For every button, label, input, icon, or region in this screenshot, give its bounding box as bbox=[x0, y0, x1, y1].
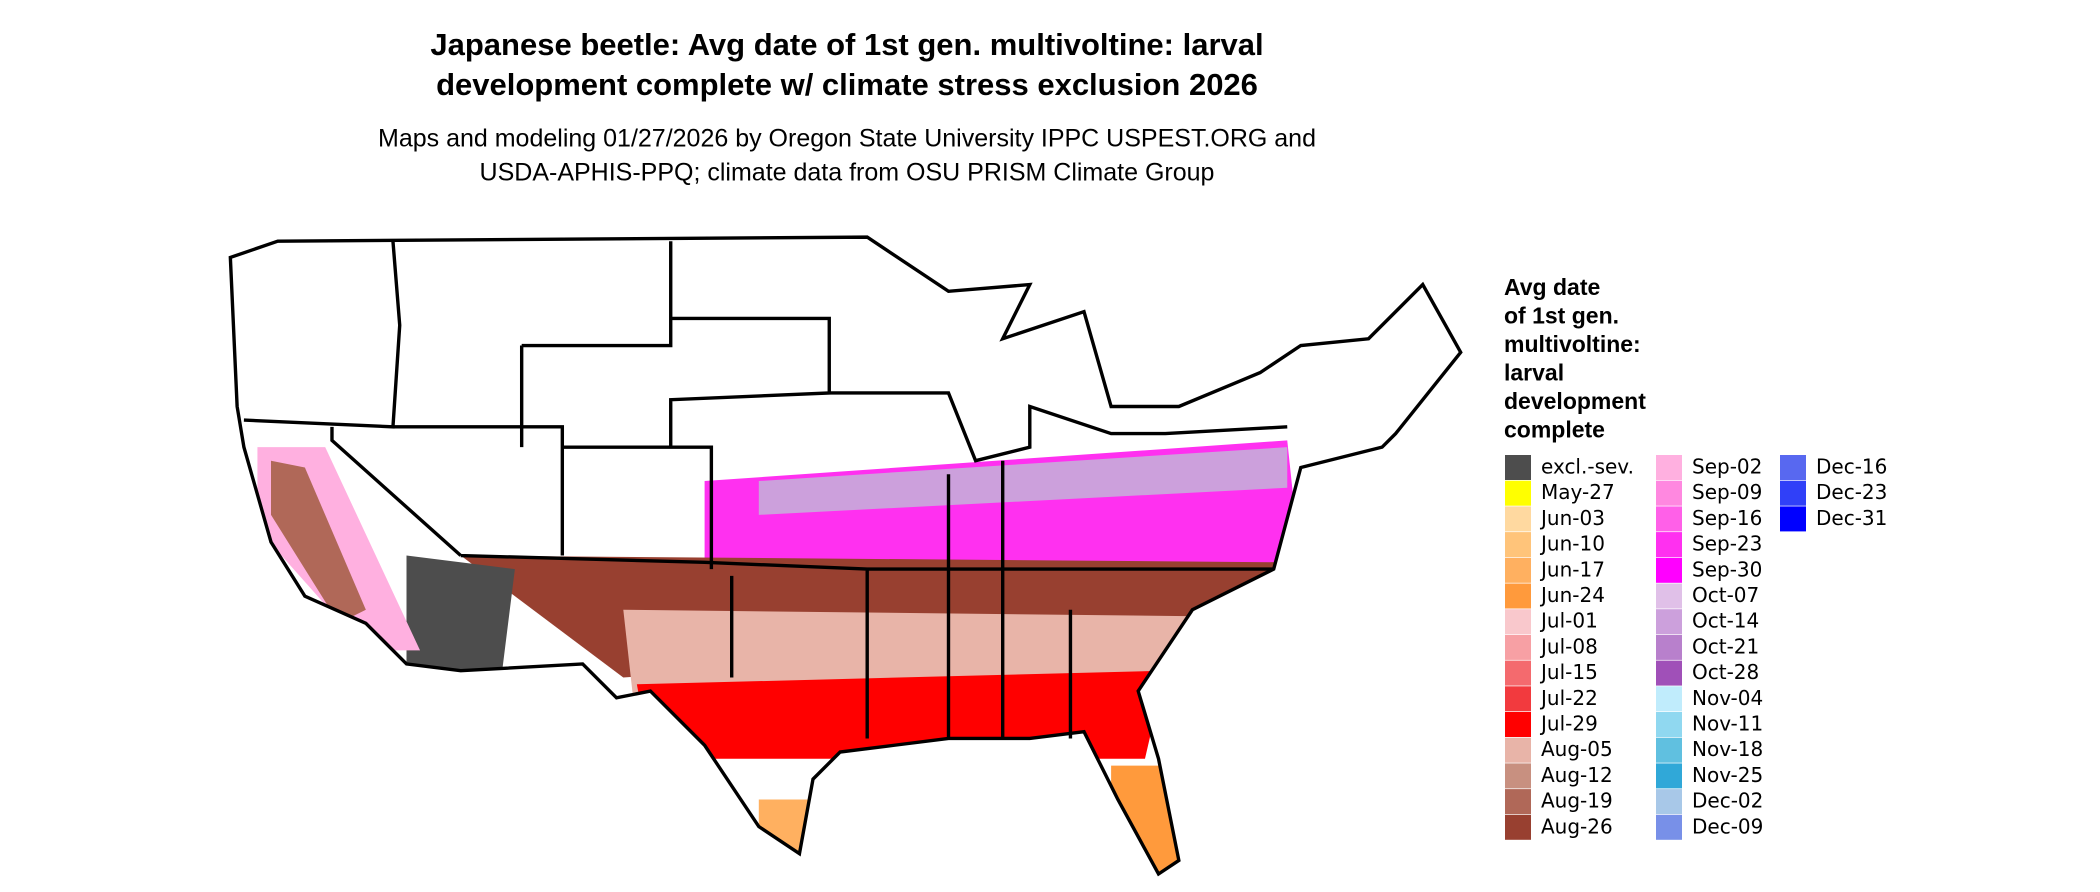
legend-swatch bbox=[1505, 583, 1531, 609]
legend-swatch bbox=[1656, 634, 1682, 660]
legend-swatch bbox=[1780, 506, 1806, 532]
legend-label: Jun-17 bbox=[1539, 557, 1605, 581]
legend-label: Jul-15 bbox=[1539, 660, 1598, 684]
legend-swatch bbox=[1656, 763, 1682, 789]
legend-label: Jun-03 bbox=[1539, 506, 1605, 530]
legend-swatch bbox=[1505, 634, 1531, 660]
legend: Avg date of 1st gen.multivoltine: larvalde… bbox=[1504, 274, 1887, 840]
legend-label: Dec-09 bbox=[1692, 814, 1763, 838]
legend-swatch bbox=[1656, 686, 1682, 712]
legend-label: Dec-23 bbox=[1816, 480, 1887, 504]
legend-swatch bbox=[1505, 455, 1531, 480]
legend-swatch bbox=[1656, 557, 1682, 583]
legend-label: excl.-sev. bbox=[1541, 455, 1634, 479]
legend-swatch bbox=[1656, 660, 1682, 686]
date-zones bbox=[230, 237, 1461, 874]
legend-swatch bbox=[1656, 737, 1682, 763]
subtitle-line: USDA-APHIS-PPQ; climate data from OSU PR… bbox=[480, 159, 1215, 187]
state-borders bbox=[228, 235, 1463, 877]
legend-swatch bbox=[1505, 686, 1531, 712]
legend-swatch bbox=[1505, 763, 1531, 789]
legend-swatch bbox=[1656, 480, 1682, 506]
legend-label: Sep-16 bbox=[1692, 506, 1762, 530]
legend-swatch bbox=[1505, 737, 1531, 763]
legend-label: Jul-01 bbox=[1539, 609, 1598, 633]
legend-swatch bbox=[1505, 609, 1531, 635]
legend-title-line: of 1st gen. bbox=[1504, 303, 1619, 329]
legend-swatch bbox=[1505, 506, 1531, 532]
legend-swatch bbox=[1505, 660, 1531, 686]
legend-swatch bbox=[1505, 814, 1531, 840]
legend-label: Nov-04 bbox=[1692, 686, 1763, 710]
legend-title-line: development bbox=[1504, 388, 1646, 414]
legend-swatch bbox=[1656, 506, 1682, 532]
title-line: development complete w/ climate stress e… bbox=[436, 67, 1258, 102]
us-map bbox=[228, 235, 1463, 877]
legend-swatch bbox=[1505, 789, 1531, 815]
legend-label: Aug-26 bbox=[1541, 814, 1613, 838]
subtitle-line: Maps and modeling 01/27/2026 by Oregon S… bbox=[378, 125, 1316, 153]
legend-swatch bbox=[1656, 814, 1682, 840]
legend-title-line: larval bbox=[1504, 360, 1564, 386]
legend-label: Aug-12 bbox=[1541, 763, 1613, 787]
legend-label: May-27 bbox=[1541, 480, 1615, 504]
legend-swatch bbox=[1780, 455, 1806, 480]
title-line: Japanese beetle: Avg date of 1st gen. mu… bbox=[430, 27, 1263, 62]
legend-swatch bbox=[1656, 712, 1682, 737]
legend-label: Oct-28 bbox=[1692, 660, 1759, 684]
legend-label: Jun-24 bbox=[1539, 583, 1605, 607]
legend-swatch bbox=[1656, 789, 1682, 815]
legend-swatch bbox=[1656, 532, 1682, 558]
legend-swatch bbox=[1656, 455, 1682, 480]
legend-label: Aug-19 bbox=[1541, 789, 1613, 813]
legend-label: Nov-11 bbox=[1692, 712, 1763, 736]
legend-label: Dec-31 bbox=[1816, 506, 1887, 530]
legend-label: Sep-30 bbox=[1692, 557, 1762, 581]
legend-label: Aug-05 bbox=[1541, 737, 1613, 761]
legend-swatch bbox=[1505, 532, 1531, 558]
legend-label: Nov-18 bbox=[1692, 737, 1763, 761]
legend-label: Nov-25 bbox=[1692, 763, 1763, 787]
legend-label: Sep-09 bbox=[1692, 480, 1762, 504]
legend-label: Jul-22 bbox=[1539, 686, 1598, 710]
legend-label: Oct-07 bbox=[1692, 583, 1759, 607]
legend-swatch bbox=[1656, 583, 1682, 609]
legend-label: Oct-21 bbox=[1692, 634, 1759, 658]
legend-label: Jul-29 bbox=[1539, 712, 1598, 736]
legend-label: Jul-08 bbox=[1539, 634, 1598, 658]
legend-title-line: multivoltine: bbox=[1504, 331, 1641, 357]
legend-label: Sep-02 bbox=[1692, 455, 1762, 479]
legend-label: Oct-14 bbox=[1692, 609, 1759, 633]
legend-label: Dec-02 bbox=[1692, 789, 1763, 813]
legend-swatch bbox=[1505, 480, 1531, 506]
legend-label: Sep-23 bbox=[1692, 532, 1762, 556]
legend-title-line: Avg date bbox=[1504, 274, 1600, 300]
legend-title-line: complete bbox=[1504, 417, 1605, 443]
legend-swatch bbox=[1505, 557, 1531, 583]
legend-swatch bbox=[1505, 712, 1531, 737]
legend-label: Dec-16 bbox=[1816, 455, 1887, 479]
legend-swatch bbox=[1656, 609, 1682, 635]
legend-label: Jun-10 bbox=[1539, 532, 1605, 556]
legend-swatch bbox=[1780, 480, 1806, 506]
